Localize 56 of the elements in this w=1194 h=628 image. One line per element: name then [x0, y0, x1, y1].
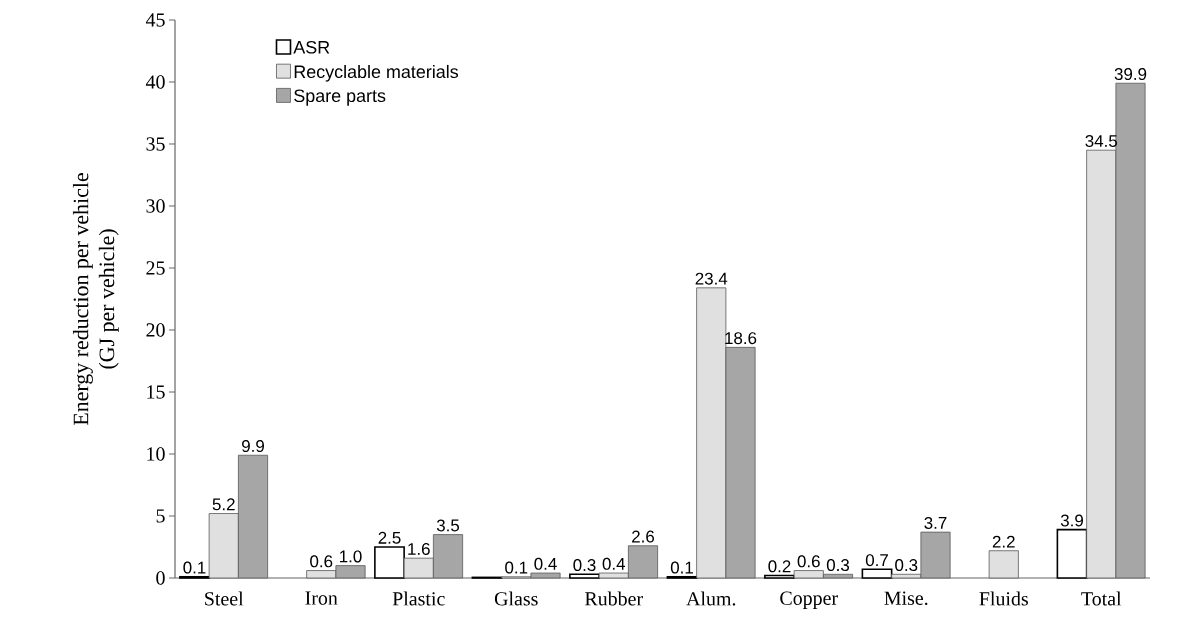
bar	[861, 568, 893, 579]
y-tick-label: 15	[147, 385, 165, 399]
data-label: 3.7	[924, 516, 947, 529]
y-tick-label: 5	[156, 509, 165, 523]
data-label: 0.6	[797, 555, 820, 568]
legend-label: Recyclable materials	[294, 64, 459, 82]
data-label: 0.3	[573, 559, 596, 572]
bar	[764, 574, 795, 579]
x-tick-label: Steel	[205, 591, 244, 606]
data-label: 0.2	[768, 560, 791, 573]
y-tick-label: 45	[145, 13, 165, 27]
data-label: 1.6	[408, 542, 430, 555]
data-label: 23.4	[695, 272, 728, 285]
data-label: 0.3	[895, 559, 918, 572]
x-tick-label: Total	[1081, 591, 1122, 606]
x-tick-label: Copper	[780, 591, 838, 609]
y-tick-label: 25	[146, 261, 165, 275]
data-label: 3.5	[436, 519, 460, 532]
y-axis-title: Energy reduction per vehicle (GJ per vehicle)	[72, 173, 119, 426]
data-label: 0.1	[670, 561, 693, 574]
y-tick-label: 20	[146, 323, 165, 337]
x-tick-label: Mise.	[884, 591, 928, 605]
x-tick-label: Alum.	[686, 591, 736, 606]
bar	[374, 546, 405, 579]
data-label: 0.6	[310, 555, 333, 568]
x-tick-label: Rubber	[585, 591, 643, 606]
bar	[988, 550, 1019, 579]
x-tick-label: Plastic	[392, 591, 445, 606]
x-tick-label: Glass	[494, 591, 538, 606]
data-label: 0.1	[505, 561, 528, 574]
y-tick-label: 30	[146, 199, 165, 213]
legend-label: Spare parts	[294, 89, 386, 106]
data-label: 18.6	[725, 332, 757, 345]
data-label: 39.9	[1114, 68, 1147, 81]
x-tick-label: Iron	[305, 591, 338, 605]
data-label: 0.4	[602, 557, 626, 570]
data-label: 5.2	[212, 498, 235, 511]
data-label: 34.5	[1085, 135, 1118, 147]
y-tick-label: 0	[156, 571, 165, 585]
x-tick-label: Fluids	[979, 591, 1028, 606]
bar	[569, 573, 600, 579]
data-label: 0.7	[865, 554, 888, 567]
data-label: 0.3	[826, 559, 850, 572]
data-label: 0.1	[183, 561, 206, 574]
data-label: 0.4	[534, 557, 557, 570]
y-tick-label: 40	[145, 75, 165, 89]
legend-label: ASR	[293, 40, 330, 54]
y-tick-label: 10	[147, 447, 165, 461]
data-label: 3.9	[1060, 514, 1083, 527]
data-label: 2.2	[992, 535, 1015, 548]
data-label: 2.6	[632, 530, 655, 543]
data-label: 2.5	[378, 531, 401, 544]
bar	[1056, 528, 1088, 579]
data-label: 9.9	[242, 440, 264, 453]
y-tick-label: 35	[146, 137, 165, 151]
data-label: 1.0	[340, 550, 362, 563]
